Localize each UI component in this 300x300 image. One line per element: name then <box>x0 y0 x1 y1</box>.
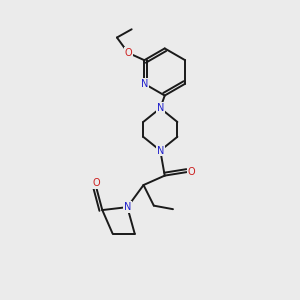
Text: O: O <box>188 167 195 177</box>
Text: N: N <box>141 79 148 89</box>
Text: N: N <box>157 103 164 113</box>
Text: N: N <box>124 202 131 212</box>
Text: O: O <box>124 48 132 58</box>
Text: N: N <box>157 146 164 156</box>
Text: O: O <box>93 178 100 188</box>
